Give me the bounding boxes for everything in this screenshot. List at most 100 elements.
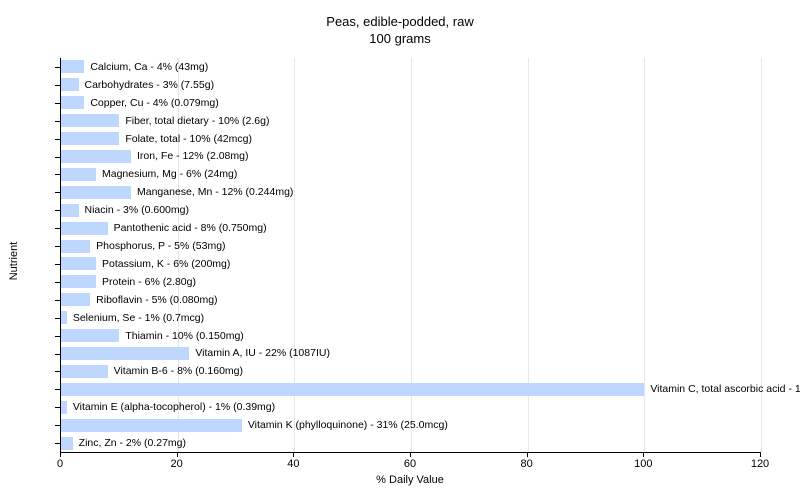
x-tick [760, 452, 761, 457]
x-tick [177, 452, 178, 457]
nutrient-chart: Peas, edible-podded, raw 100 grams Calci… [0, 0, 800, 500]
bar-row: Pantothenic acid - 8% (0.750mg) [61, 219, 267, 237]
y-tick [55, 425, 60, 426]
bar-row: Carbohydrates - 3% (7.55g) [61, 76, 214, 94]
bar-label: Pantothenic acid - 8% (0.750mg) [114, 222, 267, 234]
y-tick [55, 67, 60, 68]
bar [61, 168, 96, 181]
y-tick [55, 157, 60, 158]
y-axis: Nutrient [0, 58, 60, 452]
bar-row: Vitamin K (phylloquinone) - 31% (25.0mcg… [61, 416, 448, 434]
bar-row: Magnesium, Mg - 6% (24mg) [61, 165, 237, 183]
x-tick-label: 60 [404, 458, 416, 470]
bar-label: Vitamin K (phylloquinone) - 31% (25.0mcg… [248, 419, 448, 431]
bar-row: Vitamin B-6 - 8% (0.160mg) [61, 362, 243, 380]
y-tick [55, 318, 60, 319]
y-tick [55, 443, 60, 444]
x-tick [643, 452, 644, 457]
bar [61, 347, 189, 360]
bar-row: Potassium, K - 6% (200mg) [61, 255, 230, 273]
bar-label: Vitamin B-6 - 8% (0.160mg) [114, 365, 243, 377]
bar [61, 204, 79, 217]
bar-row: Niacin - 3% (0.600mg) [61, 201, 189, 219]
y-tick [55, 336, 60, 337]
x-tick-label: 0 [57, 458, 63, 470]
y-tick [55, 192, 60, 193]
bar-row: Riboflavin - 5% (0.080mg) [61, 291, 218, 309]
bar-label: Thiamin - 10% (0.150mg) [125, 330, 243, 342]
y-axis-title: Nutrient [8, 242, 20, 281]
bar-row: Selenium, Se - 1% (0.7mcg) [61, 309, 204, 327]
title-line2: 100 grams [369, 31, 430, 46]
bar-label: Fiber, total dietary - 10% (2.6g) [125, 115, 269, 127]
y-tick [55, 282, 60, 283]
bar-row: Vitamin A, IU - 22% (1087IU) [61, 345, 330, 363]
bar-row: Iron, Fe - 12% (2.08mg) [61, 148, 248, 166]
y-tick [55, 210, 60, 211]
y-tick [55, 264, 60, 265]
bar-label: Potassium, K - 6% (200mg) [102, 258, 230, 270]
bar-row: Protein - 6% (2.80g) [61, 273, 196, 291]
x-tick-label: 20 [171, 458, 183, 470]
bar [61, 329, 119, 342]
bar-row: Calcium, Ca - 4% (43mg) [61, 58, 208, 76]
bar-label: Iron, Fe - 12% (2.08mg) [137, 150, 248, 162]
chart-title: Peas, edible-podded, raw 100 grams [0, 0, 800, 48]
y-tick [55, 139, 60, 140]
bar-label: Vitamin E (alpha-tocopherol) - 1% (0.39m… [73, 401, 275, 413]
y-tick [55, 246, 60, 247]
bar-row: Vitamin C, total ascorbic acid - 100% (6… [61, 380, 800, 398]
bar-label: Selenium, Se - 1% (0.7mcg) [73, 312, 204, 324]
bar-row: Thiamin - 10% (0.150mg) [61, 327, 244, 345]
bar [61, 437, 73, 450]
bar [61, 114, 119, 127]
y-tick [55, 85, 60, 86]
y-tick [55, 407, 60, 408]
bar-label: Folate, total - 10% (42mcg) [125, 133, 252, 145]
bar [61, 186, 131, 199]
bar [61, 96, 84, 109]
bar [61, 293, 90, 306]
y-tick [55, 121, 60, 122]
y-tick [55, 174, 60, 175]
bar [61, 401, 67, 414]
bar-row: Fiber, total dietary - 10% (2.6g) [61, 112, 269, 130]
bar-label: Niacin - 3% (0.600mg) [85, 204, 189, 216]
bar [61, 383, 644, 396]
bar-label: Vitamin A, IU - 22% (1087IU) [195, 347, 330, 359]
bar [61, 275, 96, 288]
bar-label: Riboflavin - 5% (0.080mg) [96, 294, 217, 306]
y-tick [55, 103, 60, 104]
x-tick-label: 120 [751, 458, 769, 470]
bar [61, 150, 131, 163]
bar-label: Manganese, Mn - 12% (0.244mg) [137, 186, 293, 198]
bar-row: Folate, total - 10% (42mcg) [61, 130, 252, 148]
bar-label: Copper, Cu - 4% (0.079mg) [90, 97, 218, 109]
bar-row: Zinc, Zn - 2% (0.27mg) [61, 434, 186, 452]
bar [61, 60, 84, 73]
x-tick-label: 40 [287, 458, 299, 470]
bar-label: Magnesium, Mg - 6% (24mg) [102, 168, 237, 180]
bar [61, 78, 79, 91]
x-tick-label: 100 [634, 458, 652, 470]
bar-row: Copper, Cu - 4% (0.079mg) [61, 94, 219, 112]
bar-label: Carbohydrates - 3% (7.55g) [85, 79, 215, 91]
y-tick [55, 371, 60, 372]
bar [61, 132, 119, 145]
y-tick [55, 228, 60, 229]
bar-label: Calcium, Ca - 4% (43mg) [90, 61, 208, 73]
x-tick [293, 452, 294, 457]
x-tick [410, 452, 411, 457]
bar [61, 419, 242, 432]
bar [61, 365, 108, 378]
x-axis: 020406080100120 % Daily Value [60, 452, 760, 482]
plot-area: Calcium, Ca - 4% (43mg) Carbohydrates - 3… [60, 58, 761, 453]
x-tick [60, 452, 61, 457]
y-tick [55, 354, 60, 355]
bar-label: Protein - 6% (2.80g) [102, 276, 196, 288]
bar-row: Vitamin E (alpha-tocopherol) - 1% (0.39m… [61, 398, 275, 416]
y-tick [55, 300, 60, 301]
x-axis-title: % Daily Value [376, 474, 444, 486]
title-line1: Peas, edible-podded, raw [326, 14, 473, 29]
bar-label: Zinc, Zn - 2% (0.27mg) [79, 437, 186, 449]
